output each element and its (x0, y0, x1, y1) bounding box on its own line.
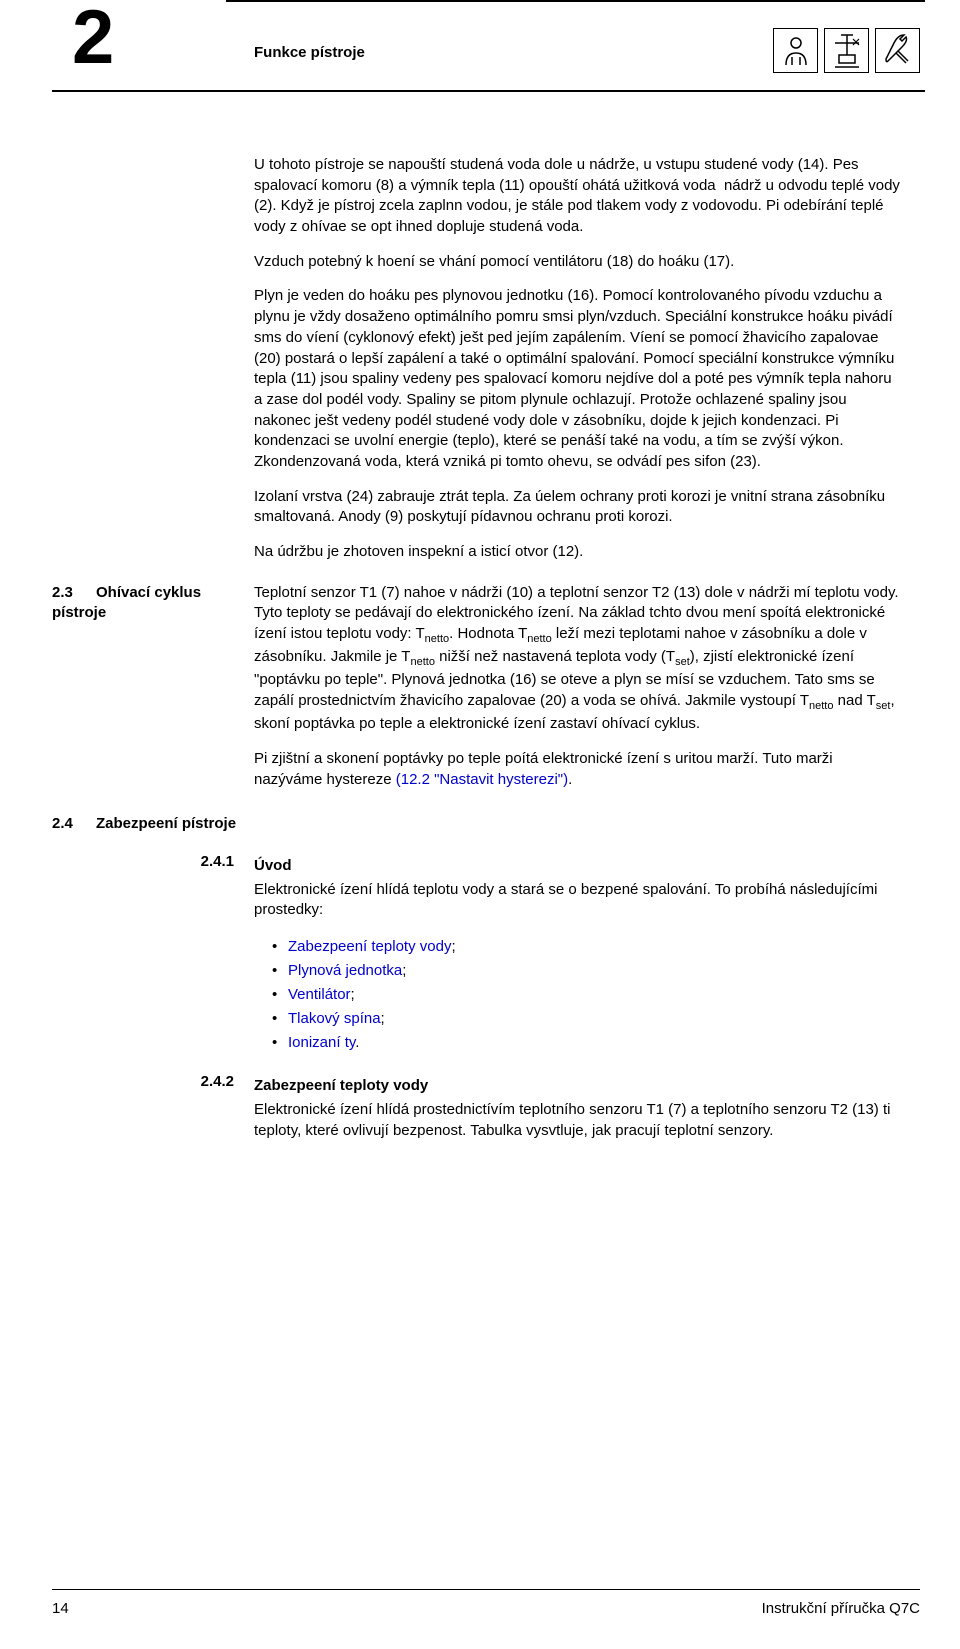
ventilator-link[interactable]: Ventilátor (288, 986, 351, 1003)
body-paragraph: Izolaní vrstva (24) zabrauje ztrát tepla… (254, 487, 900, 528)
list-item: Plynová jednotka; (272, 959, 900, 983)
section-2-4-1-paragraph: Elektronické ízení hlídá teplotu vody a … (254, 880, 900, 921)
section-2-4-1-title: Úvod (254, 857, 900, 874)
list-item: Tlakový spína; (272, 1007, 900, 1031)
page-header: 2 Funkce pístroje (0, 0, 960, 95)
tools-icon (875, 28, 920, 73)
section-2-4-2-paragraph: Elektronické ízení hlídá prostednictívím… (254, 1100, 900, 1141)
water-temp-safety-link[interactable]: Zabezpeení teploty vody (288, 938, 451, 955)
pressure-switch-link[interactable]: Tlakový spína (288, 1010, 381, 1027)
section-2-3-paragraph: Pi zjištní a skonení poptávky po teple p… (254, 749, 900, 790)
valve-icon (824, 28, 869, 73)
list-item: Ventilátor; (272, 983, 900, 1007)
page-number: 14 (52, 1600, 69, 1617)
hysteresis-link[interactable]: (12.2 "Nastavit hysterezi") (396, 771, 568, 788)
list-item: Ionizaní ty. (272, 1031, 900, 1055)
user-icon (773, 28, 818, 73)
chapter-number: 2 (72, 0, 114, 76)
section-2-3-paragraph: Teplotní senzor T1 (7) nahoe v nádrži (1… (254, 583, 900, 735)
body-paragraph: U tohoto pístroje se napouští studená vo… (254, 155, 900, 238)
section-2-4-2-number: 2.4.2 (201, 1073, 234, 1090)
body-paragraph: Plyn je veden do hoáku pes plynovou jedn… (254, 286, 900, 472)
list-item: Zabezpeení teploty vody; (272, 935, 900, 959)
header-icons (773, 28, 920, 73)
safety-list: Zabezpeení teploty vody; Plynová jednotk… (254, 935, 900, 1055)
header-rule-bottom (52, 90, 925, 92)
body-paragraph: Na údržbu je zhotoven inspekní a isticí … (254, 542, 900, 563)
section-2-4-1-number: 2.4.1 (201, 853, 234, 870)
section-2-4-2-title: Zabezpeení teploty vody (254, 1077, 900, 1094)
section-2-4-heading: 2.4Zabezpeení pístroje (52, 814, 242, 834)
doc-title: Instrukční příručka Q7C (762, 1600, 920, 1617)
section-2-3-heading: 2.3Ohívací cyklus pístroje (52, 583, 242, 624)
ionization-link[interactable]: Ionizaní ty (288, 1034, 355, 1051)
body-paragraph: Vzduch potebný k hoení se vhání pomocí v… (254, 252, 900, 273)
page-footer: 14 Instrukční příručka Q7C (52, 1589, 920, 1617)
header-rule-top (226, 0, 925, 2)
chapter-title: Funkce pístroje (254, 44, 365, 61)
gas-unit-link[interactable]: Plynová jednotka (288, 962, 402, 979)
